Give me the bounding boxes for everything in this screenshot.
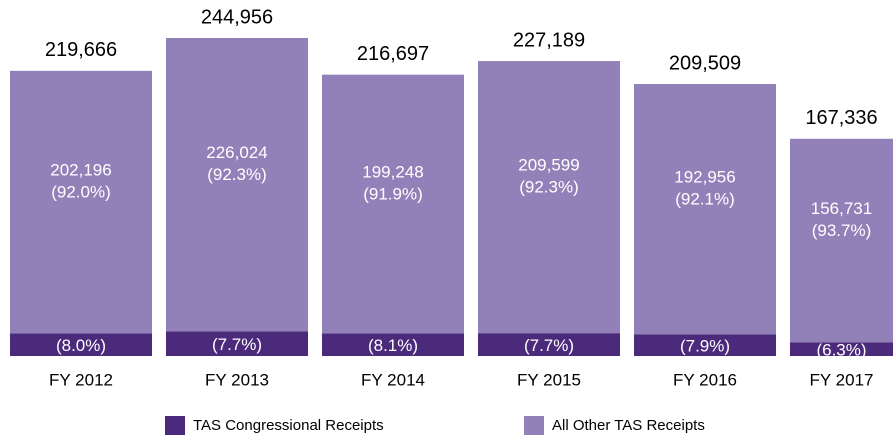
bar-segment [10, 333, 152, 356]
percent-label: (7.7%) [212, 335, 262, 354]
bar-segment [322, 74, 464, 334]
x-tick-label: FY 2012 [49, 370, 113, 389]
x-tick-label: FY 2015 [517, 370, 581, 389]
percent-label: (92.0%) [51, 183, 111, 202]
bar-segment [166, 331, 308, 356]
value-label: 209,599 [518, 156, 579, 175]
bar-segment [790, 342, 893, 356]
bar-segment [10, 70, 152, 334]
total-label: 227,189 [513, 29, 585, 51]
percent-label: (7.9%) [680, 337, 730, 356]
percent-label: (92.3%) [519, 178, 579, 197]
percent-label: (91.9%) [363, 185, 423, 204]
x-tick-label: FY 2017 [810, 370, 874, 389]
percent-label: (6.3%) [816, 341, 866, 360]
percent-label: (92.3%) [207, 165, 267, 184]
percent-label: (7.7%) [524, 336, 574, 355]
total-label: 167,336 [805, 107, 877, 129]
bar-segment [634, 334, 776, 356]
value-label: 192,956 [674, 168, 735, 187]
value-label: 226,024 [206, 143, 267, 162]
value-label: 199,248 [362, 163, 423, 182]
x-tick-label: FY 2014 [361, 370, 425, 389]
total-label: 219,666 [45, 39, 117, 61]
legend-swatch [524, 416, 544, 435]
total-label: 209,509 [669, 52, 741, 74]
bar-segment [478, 61, 620, 334]
value-label: 156,731 [811, 199, 872, 218]
percent-label: (93.7%) [812, 221, 872, 240]
total-label: 244,956 [201, 6, 273, 28]
percent-label: (8.0%) [56, 336, 106, 355]
x-tick-label: FY 2013 [205, 370, 269, 389]
bar-segment [478, 333, 620, 356]
bar-segment [634, 84, 776, 335]
percent-label: (8.1%) [368, 336, 418, 355]
value-label: 202,196 [50, 161, 111, 180]
total-label: 216,697 [357, 43, 429, 65]
legend-label: All Other TAS Receipts [552, 417, 705, 434]
percent-label: (92.1%) [675, 190, 735, 209]
bar-segment [166, 38, 308, 332]
x-tick-label: FY 2016 [673, 370, 737, 389]
legend-swatch [165, 416, 185, 435]
legend-label: TAS Congressional Receipts [193, 417, 384, 434]
bar-segment [322, 333, 464, 356]
bar-segment [790, 138, 893, 343]
